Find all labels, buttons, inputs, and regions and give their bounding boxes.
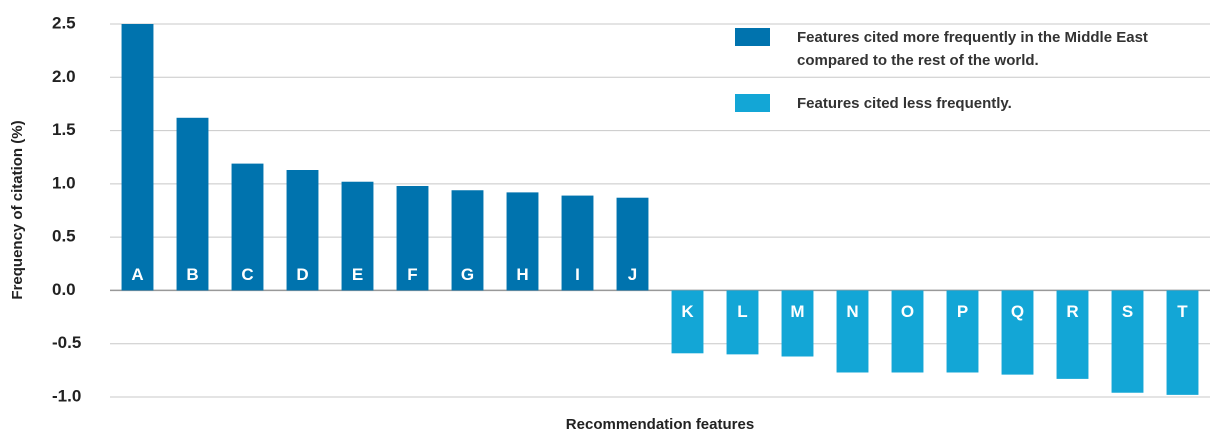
legend-item: Features cited less frequently. (735, 92, 1195, 115)
bar (121, 24, 154, 291)
bar (561, 195, 594, 291)
bar (396, 185, 429, 291)
bar (286, 170, 319, 291)
y-tick-label: 1.0 (52, 173, 76, 192)
bar (176, 117, 209, 291)
legend-swatch (735, 28, 770, 46)
category-label: B (186, 265, 198, 284)
category-label: D (296, 265, 308, 284)
category-label: L (737, 302, 747, 321)
bar (891, 290, 924, 373)
category-label: K (681, 302, 694, 321)
bar (1166, 290, 1199, 395)
category-label: G (461, 265, 474, 284)
x-axis-label: Recommendation features (566, 416, 754, 433)
category-label: C (241, 265, 253, 284)
category-label: Q (1011, 302, 1024, 321)
category-label: H (516, 265, 528, 284)
legend: Features cited more frequently in the Mi… (735, 26, 1195, 135)
category-label: R (1066, 302, 1078, 321)
legend-swatch (735, 94, 770, 112)
bar (1056, 290, 1089, 379)
category-label: E (352, 265, 363, 284)
bar (836, 290, 869, 373)
category-label: T (1177, 302, 1188, 321)
category-label: S (1122, 302, 1133, 321)
bar (451, 190, 484, 291)
category-label: F (407, 265, 417, 284)
category-label: A (131, 265, 143, 284)
bar (1111, 290, 1144, 393)
bar (671, 290, 704, 354)
category-label: J (628, 265, 637, 284)
bar (946, 290, 979, 373)
category-label: M (790, 302, 804, 321)
category-label: O (901, 302, 914, 321)
bar (506, 192, 539, 291)
y-tick-label: 0.0 (52, 280, 76, 299)
y-tick-label: 1.5 (52, 120, 76, 139)
bar (616, 197, 649, 291)
y-axis-label: Frequency of citation (%) (9, 120, 26, 299)
y-tick-label: 2.5 (52, 13, 76, 32)
y-tick-label: 2.0 (52, 67, 76, 86)
bar (341, 181, 374, 291)
y-tick-label: -0.5 (52, 333, 81, 352)
bar (726, 290, 759, 355)
y-tick-label: 0.5 (52, 227, 76, 246)
legend-item: Features cited more frequently in the Mi… (735, 26, 1195, 72)
legend-label: Features cited more frequently in the Mi… (797, 29, 1148, 69)
category-label: N (846, 302, 858, 321)
y-tick-label: -1.0 (52, 386, 81, 405)
bar (1001, 290, 1034, 375)
category-label: P (957, 302, 968, 321)
bar (781, 290, 814, 357)
bar (231, 163, 264, 291)
category-label: I (575, 265, 580, 284)
legend-label: Features cited less frequently. (797, 95, 1012, 112)
